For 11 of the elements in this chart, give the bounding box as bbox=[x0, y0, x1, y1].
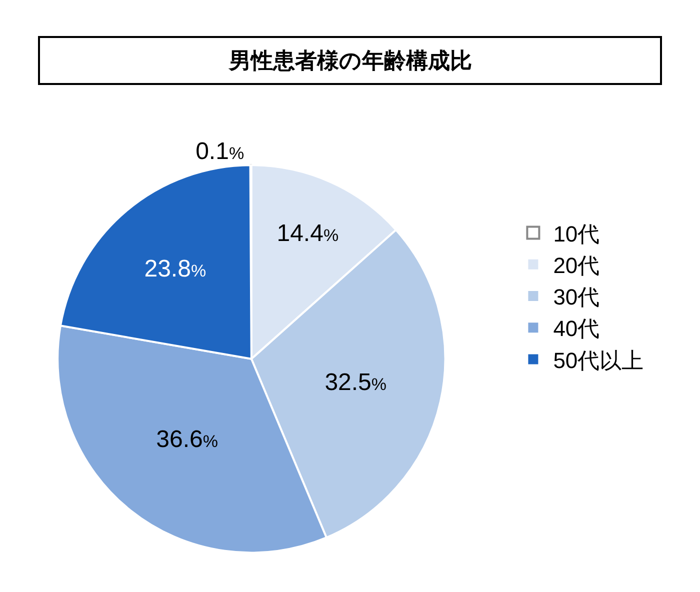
legend-label: 30代 bbox=[553, 284, 600, 310]
chart-title: 男性患者様の年齢構成比 bbox=[228, 48, 472, 73]
legend-label: 50代以上 bbox=[553, 348, 644, 373]
data-label: 23.8% bbox=[144, 255, 206, 282]
data-label: 36.6% bbox=[156, 426, 218, 454]
data-label: 32.5% bbox=[324, 368, 387, 396]
data-label: 0.1% bbox=[196, 138, 244, 166]
legend-label: 40代 bbox=[553, 316, 600, 342]
legend-label: 10代 bbox=[553, 221, 600, 246]
legend-label: 20代 bbox=[553, 252, 600, 278]
data-label: 14.4% bbox=[276, 220, 339, 247]
